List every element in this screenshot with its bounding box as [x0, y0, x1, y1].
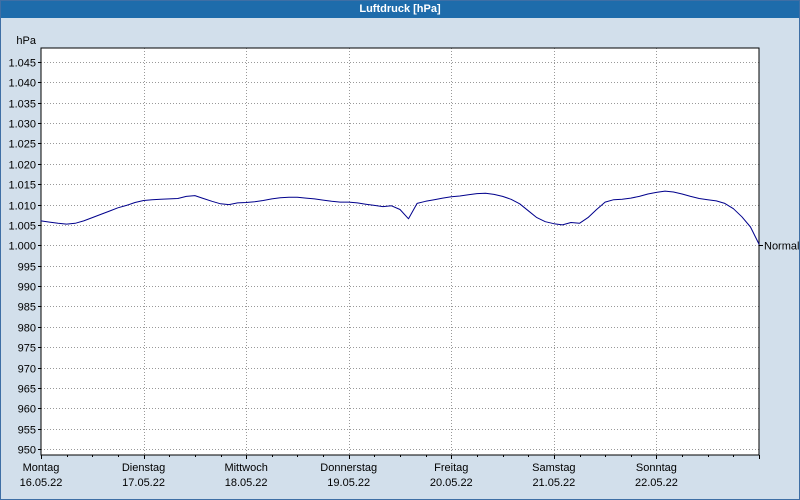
y-tick-label: 995: [18, 262, 36, 274]
y-tick-label: 1.040: [8, 78, 36, 90]
y-tick-label: 1.045: [8, 58, 36, 70]
pressure-chart: 1.045 1.040 1.035 1.030 1.025 1.020 1.015 1.010…: [8, 35, 799, 489]
x-day-label: Sonntag: [636, 462, 677, 474]
y-tick-label: 1.030: [8, 119, 36, 131]
y-axis-unit-label: hPa: [16, 35, 36, 47]
y-tick-label: 985: [18, 302, 36, 314]
x-date-label: 22.05.22: [635, 477, 678, 489]
x-day-label: Donnerstag: [320, 462, 377, 474]
x-date-label: 17.05.22: [122, 477, 165, 489]
x-day-label: Montag: [23, 462, 60, 474]
y-tick-label: 980: [18, 323, 36, 335]
y-tick-label: 970: [18, 364, 36, 376]
y-tick-label: 955: [18, 425, 36, 437]
plot-border: [40, 47, 760, 456]
y-tick-label: 950: [18, 445, 36, 457]
y-tick-label: 960: [18, 404, 36, 416]
x-date-label: 16.05.22: [20, 477, 63, 489]
chart-title: Luftdruck [hPa]: [359, 3, 441, 15]
y-tick-label: 990: [18, 282, 36, 294]
y-tick-label: 1.010: [8, 201, 36, 213]
plot-area: [41, 48, 759, 455]
y-tick-label: 965: [18, 384, 36, 396]
title-bar: Luftdruck [hPa]: [1, 1, 799, 18]
normal-label: Normal: [764, 241, 799, 253]
pressure-line: [40, 190, 760, 245]
y-tick-label: 1.015: [8, 180, 36, 192]
y-tick-label: 1.005: [8, 221, 36, 233]
x-day-label: Samstag: [532, 462, 575, 474]
x-date-label: 21.05.22: [532, 477, 575, 489]
x-day-label: Freitag: [434, 462, 468, 474]
x-day-label: Mittwoch: [224, 462, 267, 474]
x-day-label: Dienstag: [122, 462, 165, 474]
x-date-label: 19.05.22: [327, 477, 370, 489]
y-tick-label: 1.035: [8, 99, 36, 111]
y-tick-label: 1.025: [8, 139, 36, 151]
y-tick-label: 1.000: [8, 241, 36, 253]
x-date-label: 18.05.22: [225, 477, 268, 489]
y-tick-label: 1.020: [8, 160, 36, 172]
y-tick-label: 975: [18, 343, 36, 355]
x-date-label: 20.05.22: [430, 477, 473, 489]
